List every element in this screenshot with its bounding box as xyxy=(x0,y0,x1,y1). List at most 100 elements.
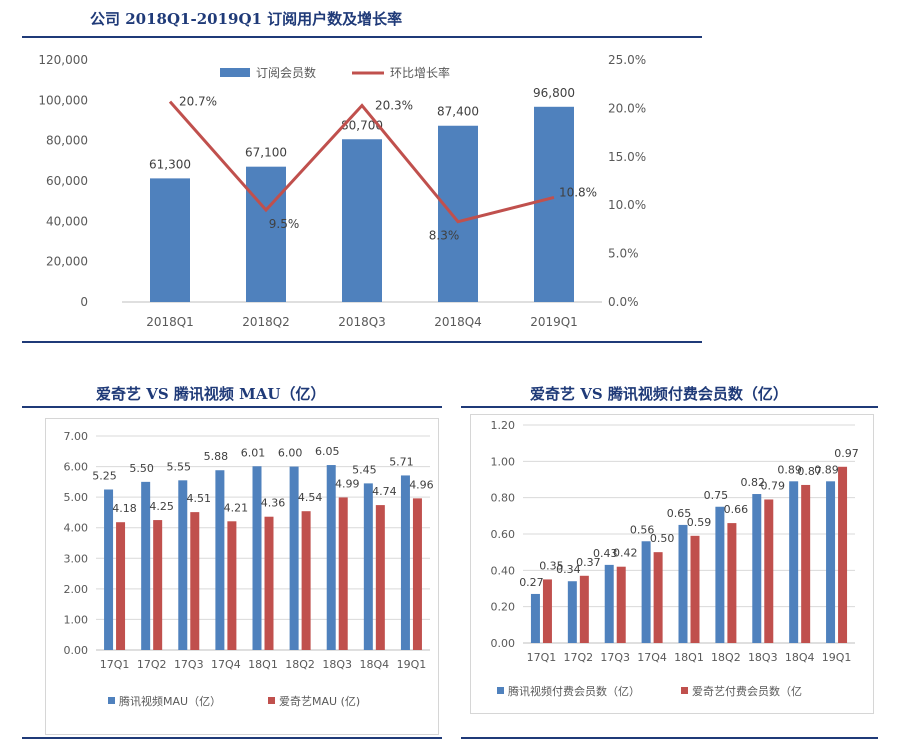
legend-label: 腾讯视频MAU（亿） xyxy=(119,694,221,708)
top-bottom-rule xyxy=(22,341,702,343)
legend-swatch-bar xyxy=(220,68,250,77)
mau-chart-frame xyxy=(45,418,439,735)
legend-label: 订阅会员数 xyxy=(256,65,316,80)
bar-data-label: 0.34 xyxy=(556,563,581,576)
y2-axis-tick-label: 25.0% xyxy=(608,53,646,67)
bar xyxy=(150,178,190,302)
y-axis-tick-label: 4.00 xyxy=(64,522,89,535)
bar-data-label: 5.45 xyxy=(352,463,377,476)
x-axis-tick-label: 18Q2 xyxy=(711,651,741,664)
bar-data-label: 0.89 xyxy=(814,463,839,476)
mau-chart-title: 爱奇艺 VS 腾讯视频 MAU（亿） xyxy=(96,385,326,403)
bar-data-label: 0.66 xyxy=(724,503,749,516)
paid-title-rule xyxy=(461,406,878,408)
bar xyxy=(764,499,774,643)
x-axis-tick-label: 17Q2 xyxy=(564,651,594,664)
bar-data-label: 96,800 xyxy=(533,86,575,100)
bar xyxy=(690,535,700,643)
legend-label: 环比增长率 xyxy=(390,65,450,80)
bar xyxy=(338,497,348,650)
bar-data-label: 4.54 xyxy=(298,491,323,504)
x-axis-tick-label: 17Q2 xyxy=(137,658,167,671)
bar-data-label: 0.82 xyxy=(741,476,766,489)
bar-data-label: 5.71 xyxy=(389,455,414,468)
bar-data-label: 4.74 xyxy=(372,485,397,498)
y-axis-tick-label: 0.40 xyxy=(491,564,516,577)
bar xyxy=(326,465,336,650)
y2-axis-tick-label: 15.0% xyxy=(608,150,646,164)
x-axis-tick-label: 18Q3 xyxy=(748,651,778,664)
bar-data-label: 0.37 xyxy=(576,556,601,569)
bar xyxy=(567,581,577,643)
line-data-label: 9.5% xyxy=(269,217,300,231)
x-axis-tick-label: 17Q3 xyxy=(600,651,630,664)
bar-data-label: 0.27 xyxy=(519,576,544,589)
y2-axis-tick-label: 0.0% xyxy=(608,295,639,309)
bar-data-label: 5.25 xyxy=(92,470,117,483)
x-axis-tick-label: 17Q3 xyxy=(174,658,204,671)
x-axis-tick-label: 2018Q3 xyxy=(338,315,386,329)
subscriber-growth-chart: 0 20,000 40,000 60,000 80,000 100,000 120,000 0… xyxy=(38,53,646,329)
paid-bottom-rule xyxy=(461,737,878,739)
bar xyxy=(141,481,151,650)
mau-chart: 0.00 1.00 2.00 3.00 4.00 5.00 6.00 7.00 5.25 5.50… xyxy=(64,430,434,708)
bar-data-label: 80,700 xyxy=(341,118,383,132)
bar xyxy=(342,139,382,302)
legend-swatch-blue xyxy=(108,697,115,704)
bar-data-label: 0.35 xyxy=(539,559,564,572)
x-axis-tick-label: 19Q1 xyxy=(397,658,427,671)
x-axis-tick-label: 18Q1 xyxy=(674,651,704,664)
y-axis-tick-label: 0.80 xyxy=(491,492,516,505)
bar-data-label: 5.88 xyxy=(204,450,229,463)
legend-label: 腾讯视频付费会员数（亿） xyxy=(508,684,640,698)
mau-bottom-rule xyxy=(22,737,442,739)
y-axis-tick-label: 100,000 xyxy=(38,93,88,107)
bar-data-label: 87,400 xyxy=(437,105,479,119)
y-axis-tick-label: 1.20 xyxy=(491,419,516,432)
paid-members-chart-title: 爱奇艺 VS 腾讯视频付费会员数（亿） xyxy=(530,385,788,403)
x-axis-tick-label: 2018Q4 xyxy=(434,315,482,329)
bar xyxy=(438,125,478,302)
bar-data-label: 4.36 xyxy=(261,497,286,510)
bar xyxy=(301,511,311,650)
y-axis-tick-label: 0.60 xyxy=(491,528,516,541)
y-axis-tick-label: 120,000 xyxy=(38,53,88,67)
y-axis-tick-label: 0.00 xyxy=(64,644,89,657)
y2-axis-tick-label: 20.0% xyxy=(608,101,646,115)
legend-label: 爱奇艺付费会员数（亿 xyxy=(692,685,802,698)
y-axis-tick-label: 7.00 xyxy=(64,430,89,443)
bar-data-label: 0.97 xyxy=(834,447,859,460)
bar-data-label: 5.50 xyxy=(129,462,154,475)
legend-swatch-red xyxy=(681,687,688,694)
bar-data-label: 5.55 xyxy=(167,460,192,473)
y-axis-tick-label: 40,000 xyxy=(46,214,88,228)
x-axis-tick-label: 2018Q1 xyxy=(146,315,194,329)
bar xyxy=(534,106,574,302)
bar xyxy=(215,470,225,650)
y-axis-tick-label: 1.00 xyxy=(64,613,89,626)
y-axis-tick-label: 60,000 xyxy=(46,174,88,188)
bar-data-label: 0.65 xyxy=(667,507,692,520)
bar-data-label: 6.05 xyxy=(315,445,340,458)
bar xyxy=(246,166,286,302)
y2-axis-tick-label: 10.0% xyxy=(608,198,646,212)
bar xyxy=(604,564,614,643)
bar xyxy=(264,516,274,650)
x-axis-tick-label: 18Q2 xyxy=(285,658,315,671)
bar-data-label: 0.87 xyxy=(797,465,822,478)
legend-swatch-red xyxy=(268,697,275,704)
bar-data-label: 4.25 xyxy=(149,500,174,513)
bar xyxy=(289,466,299,650)
x-axis-tick-label: 19Q1 xyxy=(822,651,852,664)
bar xyxy=(363,483,373,650)
bar-data-label: 0.75 xyxy=(704,489,729,502)
y-axis-tick-label: 1.00 xyxy=(491,455,516,468)
x-axis-tick-label: 17Q4 xyxy=(211,658,241,671)
bar-data-label: 0.79 xyxy=(761,479,786,492)
top-chart-title: 公司 2018Q1-2019Q1 订阅用户数及增长率 xyxy=(90,10,403,28)
bar-data-label: 67,100 xyxy=(245,146,287,160)
bar xyxy=(104,489,114,650)
bar xyxy=(727,523,737,643)
y-axis-tick-label: 0 xyxy=(80,295,88,309)
line-data-label: 10.8% xyxy=(559,185,597,199)
